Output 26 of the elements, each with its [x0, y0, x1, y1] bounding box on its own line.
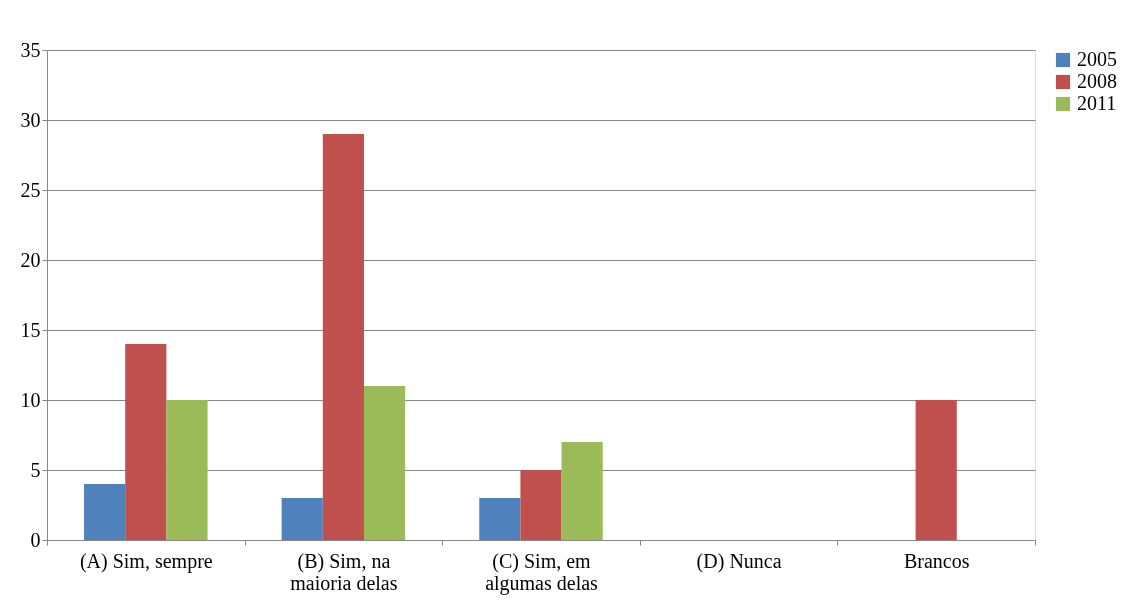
bar — [479, 498, 521, 540]
y-tick-label: 35 — [20, 38, 41, 61]
legend-label: 2005 — [1077, 48, 1117, 70]
bar — [166, 400, 208, 540]
y-tick-label: 25 — [20, 178, 41, 201]
bar — [915, 400, 957, 540]
bar — [125, 344, 167, 540]
x-tick-label: (D) Nunca — [696, 549, 782, 573]
y-tick-label: 0 — [30, 528, 41, 551]
x-tick-label: (B) Sim, na maioria delas — [290, 549, 398, 594]
y-tick-label: 20 — [20, 248, 41, 271]
y-tick-label: 15 — [20, 318, 41, 341]
bar — [363, 386, 406, 540]
bar — [322, 134, 364, 540]
y-tick-label: 30 — [20, 108, 41, 131]
bar — [520, 470, 562, 540]
legend-label: 2008 — [1077, 70, 1117, 92]
x-tick-label: (C) Sim, em algumas delas — [485, 549, 599, 595]
y-tick-label: 10 — [20, 388, 41, 411]
bar — [84, 484, 126, 540]
bar — [281, 498, 323, 540]
x-tick-label: (A) Sim, sempre — [79, 549, 213, 573]
x-tick-label: Brancos — [903, 549, 970, 572]
y-tick-label: 5 — [30, 458, 41, 481]
legend-label: 2011 — [1077, 92, 1117, 114]
bar — [561, 442, 603, 540]
